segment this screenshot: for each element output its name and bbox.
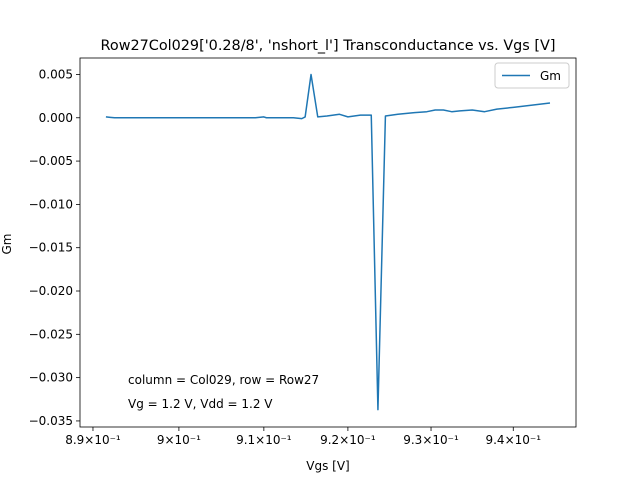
y-axis-label: Gm: [0, 234, 14, 255]
y-tick-label: −0.025: [29, 327, 73, 341]
annotation-text-2: Vg = 1.2 V, Vdd = 1.2 V: [128, 397, 273, 411]
legend-label-gm: Gm: [540, 69, 561, 83]
y-tick-label: −0.020: [29, 284, 73, 298]
legend: Gm: [494, 62, 570, 89]
chart-title: Row27Col029['0.28/8', 'nshort_l'] Transc…: [101, 38, 556, 54]
y-tick-label: 0.000: [39, 111, 73, 125]
x-tick-label: 9.3×10⁻¹: [403, 433, 459, 447]
x-axis-label: Vgs [V]: [306, 459, 349, 473]
plot-area: 8.9×10⁻¹ 9×10⁻¹ 9.1×10⁻¹ 9.2×10⁻¹ 9.3×10⁻¹ 9.…: [29, 57, 577, 447]
x-tick-label: 9×10⁻¹: [157, 433, 201, 447]
axes-frame: [79, 57, 577, 428]
annotation-text-1: column = Col029, row = Row27: [128, 373, 319, 387]
x-tick-label: 9.2×10⁻¹: [320, 433, 376, 447]
y-tick-label: −0.030: [29, 371, 73, 385]
y-tick-label: −0.035: [29, 414, 73, 428]
y-tick-label: −0.010: [29, 197, 73, 211]
y-tick-label: −0.005: [29, 154, 73, 168]
x-tick-label: 9.1×10⁻¹: [236, 433, 292, 447]
series-line-gm: [105, 73, 551, 411]
y-tick-label: −0.015: [29, 241, 73, 255]
x-tick-label: 8.9×10⁻¹: [65, 433, 121, 447]
y-tick-label: 0.005: [39, 67, 73, 81]
legend-box: [494, 62, 570, 89]
x-tick-label: 9.4×10⁻¹: [485, 433, 541, 447]
